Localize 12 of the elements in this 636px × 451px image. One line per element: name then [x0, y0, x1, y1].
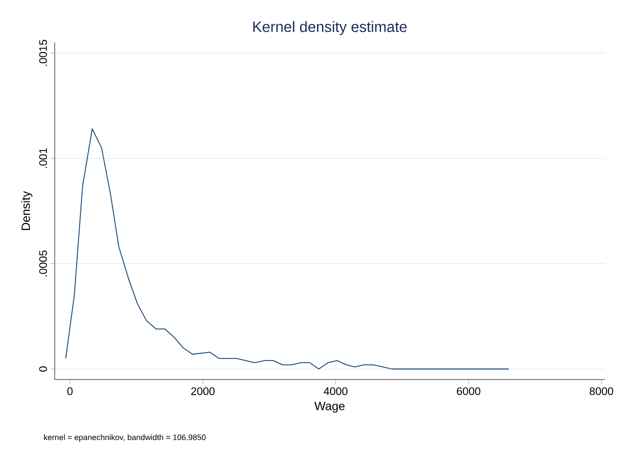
- x-tick-label: 2000: [191, 387, 215, 396]
- y-tick-label: .0015: [39, 40, 47, 66]
- y-tick-label: 0: [39, 366, 47, 372]
- x-tick-label: 4000: [324, 387, 348, 396]
- x-tick-label: 0: [67, 387, 73, 396]
- y-axis-title: Density: [21, 191, 32, 230]
- y-tick-label: .001: [39, 148, 47, 168]
- y-tick-label: .0005: [39, 250, 47, 276]
- x-axis-title: Wage: [314, 402, 345, 413]
- x-tick-label: 8000: [590, 387, 614, 396]
- x-tick-label: 6000: [456, 387, 480, 396]
- chart-title: Kernel density estimate: [253, 21, 407, 36]
